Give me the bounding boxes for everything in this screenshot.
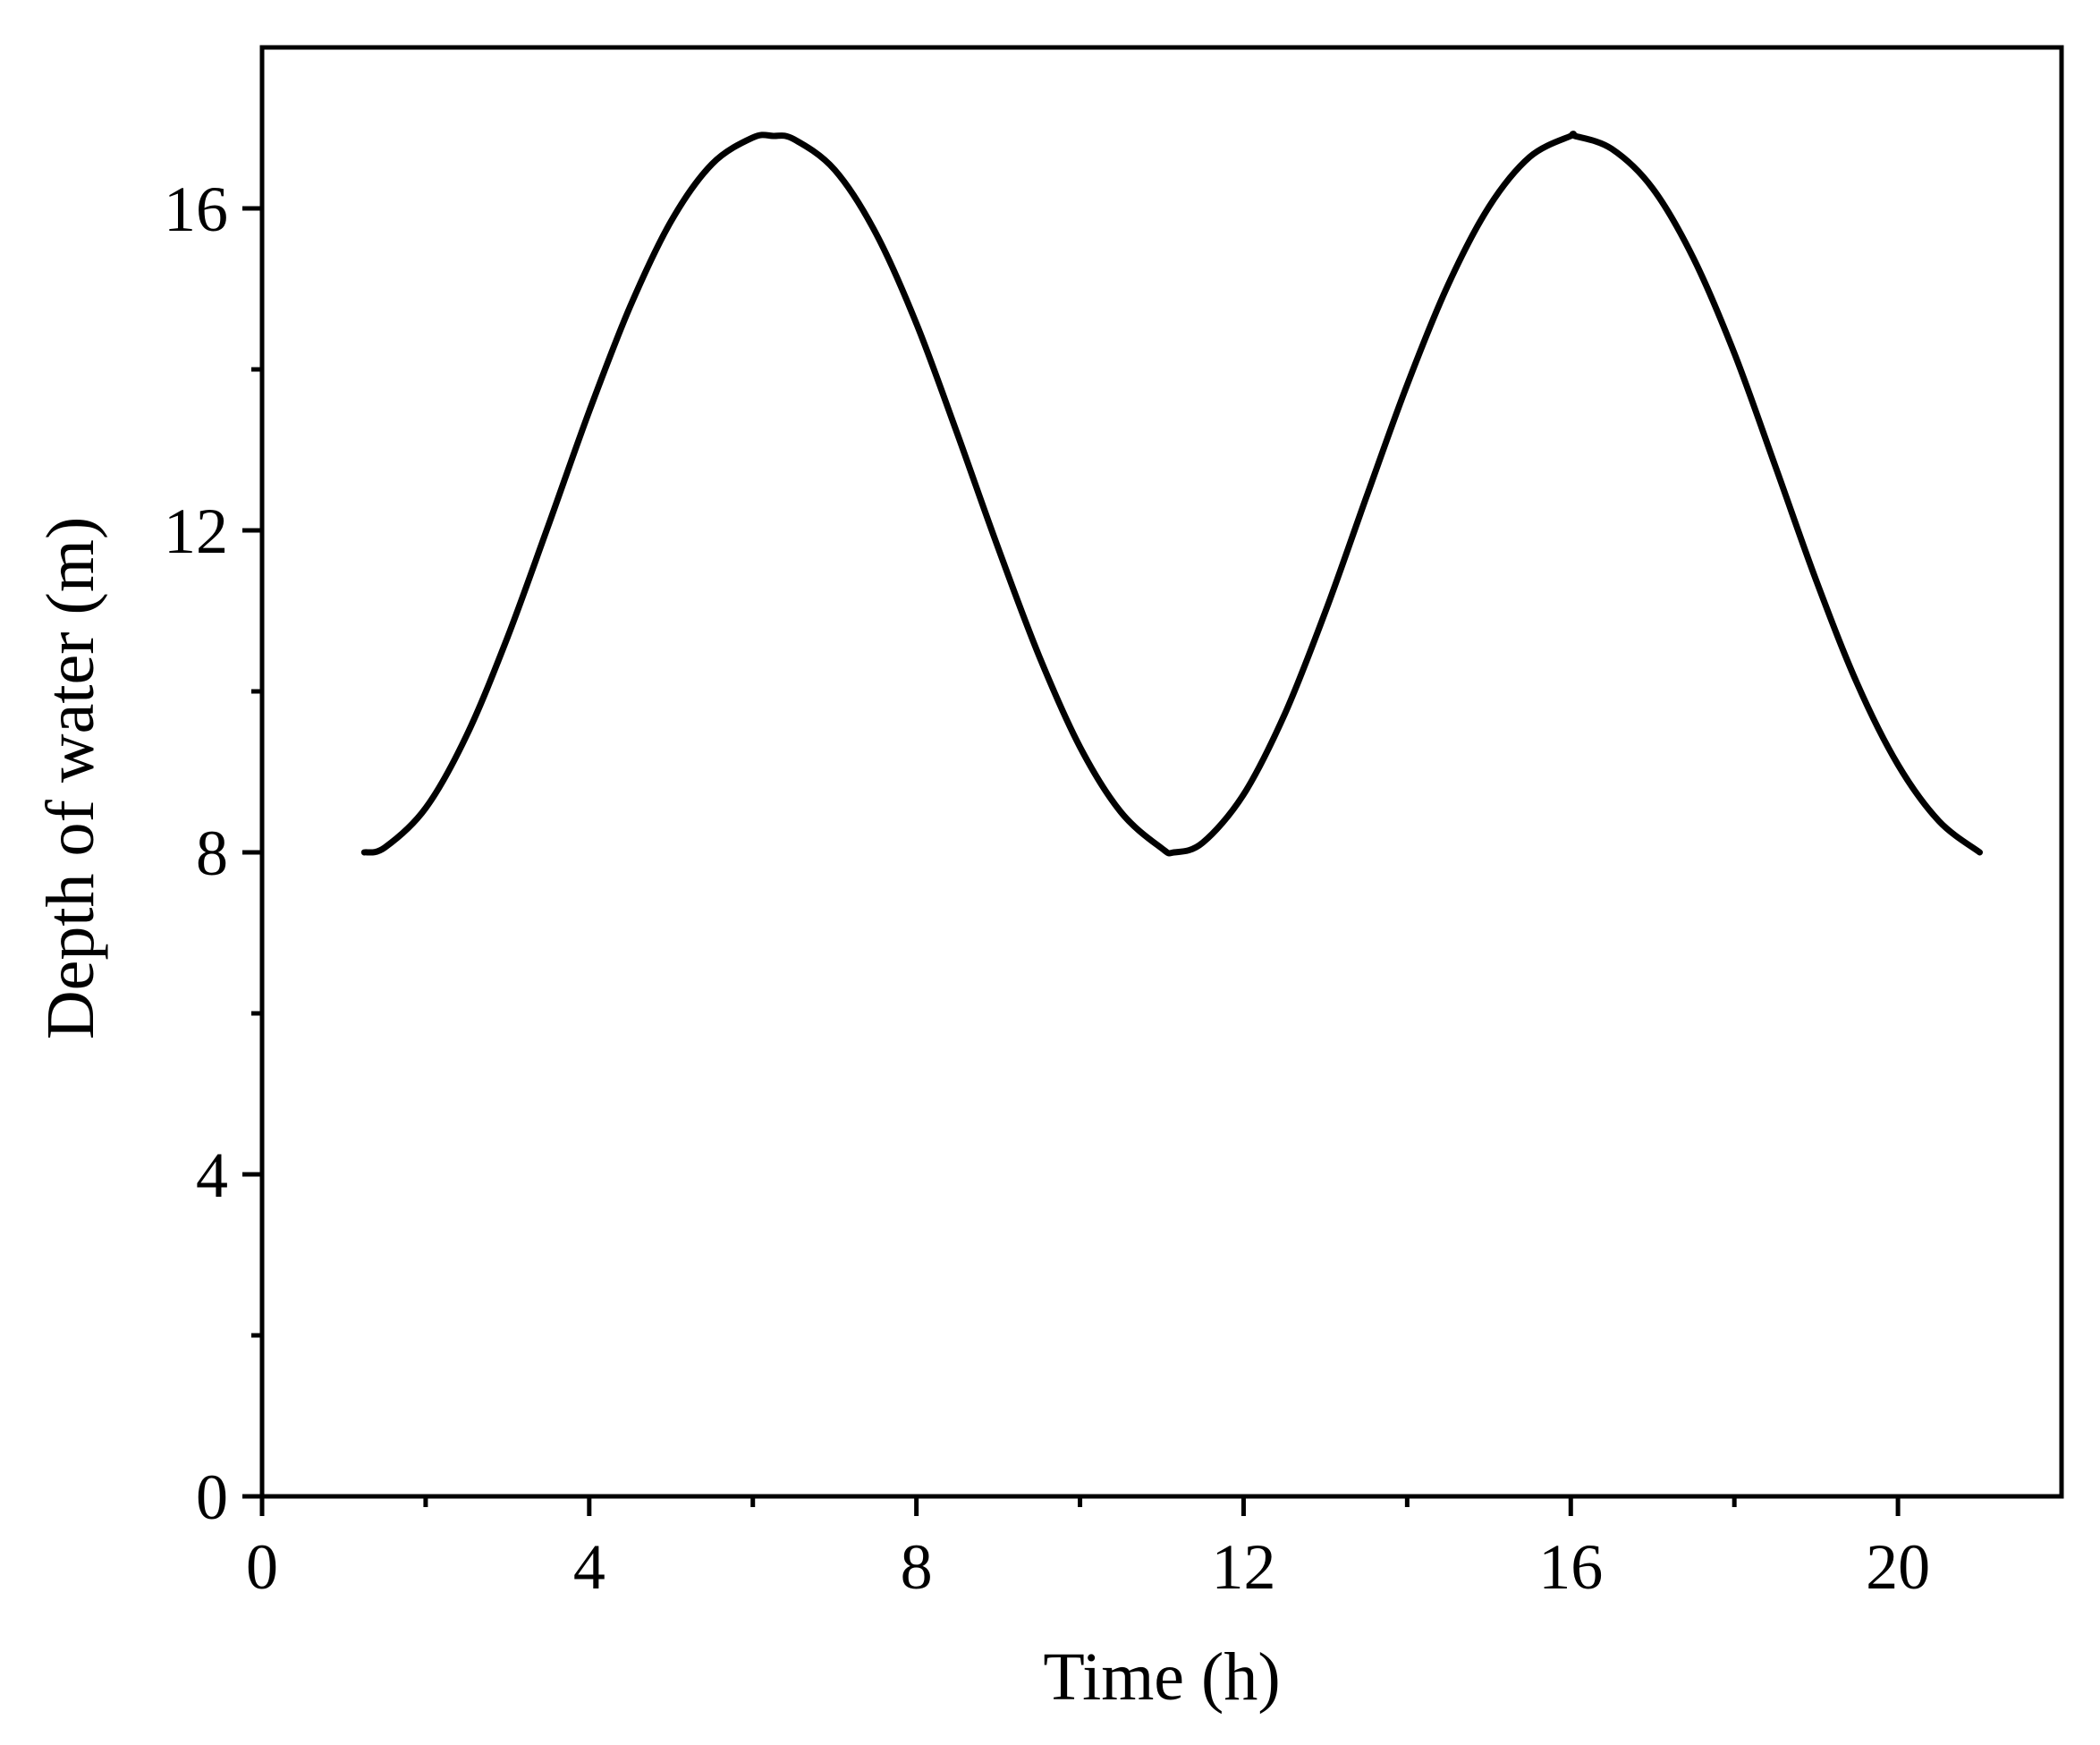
y-tick-label: 16 [164, 174, 228, 245]
x-tick-label: 16 [1538, 1531, 1603, 1603]
x-tick-label: 8 [901, 1531, 933, 1603]
y-tick-label: 0 [196, 1461, 228, 1533]
y-tick-label: 4 [196, 1139, 228, 1211]
x-tick-label: 20 [1866, 1531, 1930, 1603]
water-depth-line [360, 131, 1983, 857]
x-tick-label: 4 [573, 1531, 605, 1603]
x-axis-ticks: 0 4 8 12 16 20 [246, 1496, 1930, 1603]
x-tick-label: 12 [1211, 1531, 1275, 1603]
x-axis-title: Time (h) [1043, 1639, 1280, 1715]
plot-frame [259, 45, 2064, 1499]
y-tick-label: 12 [164, 496, 228, 567]
y-axis-ticks: 0 4 8 12 16 [164, 174, 262, 1533]
y-axis-title: Depth of water (m) [33, 517, 108, 1040]
x-tick-label: 0 [246, 1531, 278, 1603]
y-tick-label: 8 [196, 817, 228, 889]
plot-area [259, 45, 2064, 1499]
